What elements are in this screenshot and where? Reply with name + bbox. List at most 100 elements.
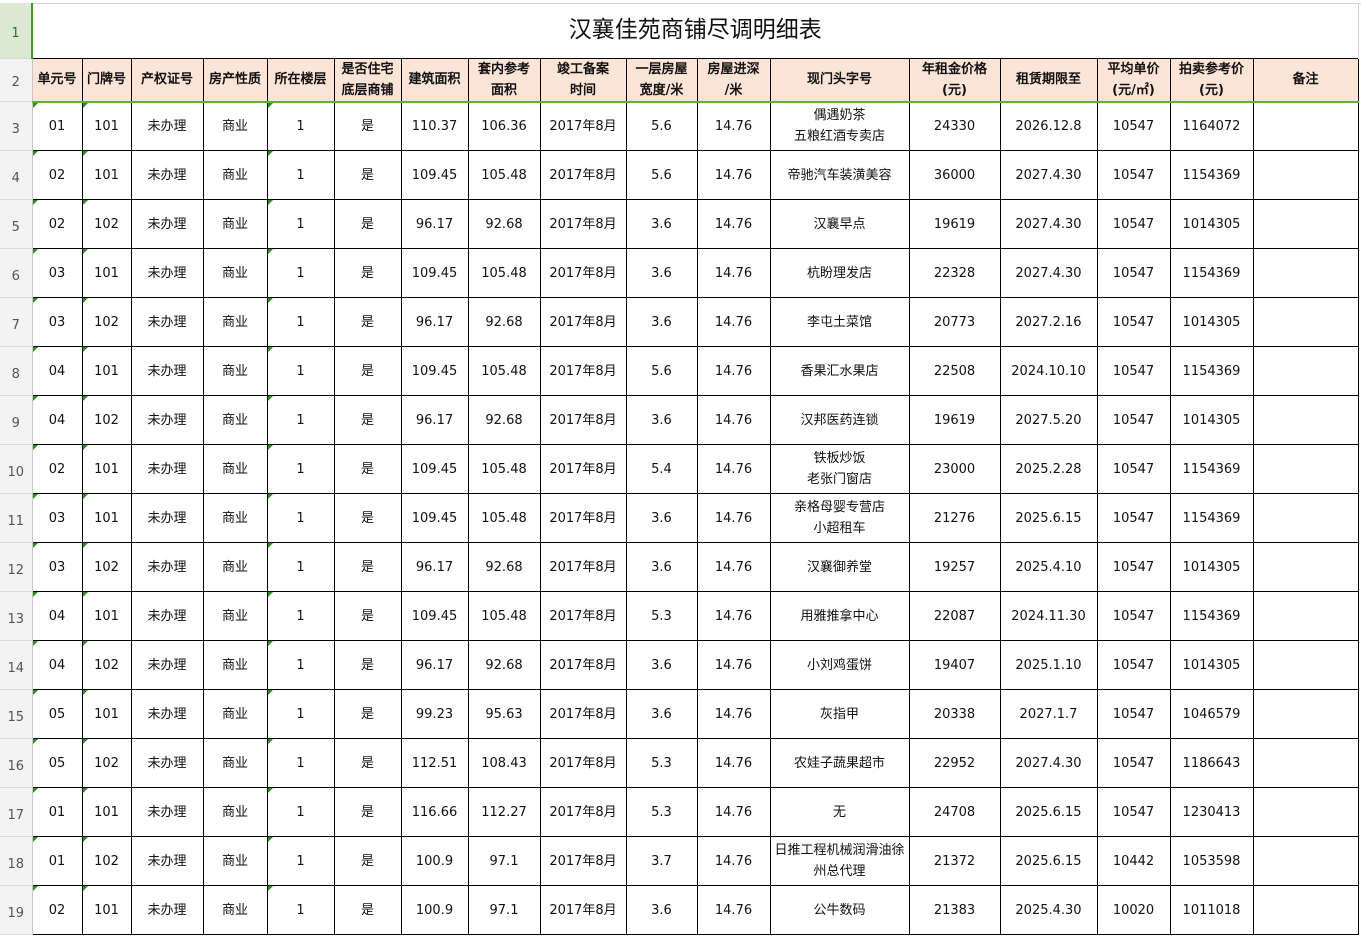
header-door[interactable]: 门牌号: [81, 57, 132, 103]
row-number[interactable]: 8: [0, 346, 33, 396]
cell-auction-price[interactable]: 1014305: [1169, 395, 1254, 445]
cell-width[interactable]: 5.3: [625, 787, 698, 837]
cell-cert[interactable]: 未办理: [130, 493, 204, 543]
cell-depth[interactable]: 14.76: [696, 101, 771, 151]
cell-annual-rent[interactable]: 22508: [908, 346, 1001, 396]
cell-annual-rent[interactable]: 23000: [908, 444, 1001, 494]
cell-width[interactable]: 3.6: [625, 885, 698, 935]
cell-completion[interactable]: 2017年8月: [539, 346, 627, 396]
cell-avg-price[interactable]: 10020: [1096, 885, 1171, 935]
cell-annual-rent[interactable]: 19257: [908, 542, 1001, 592]
cell-auction-price[interactable]: 1154369: [1169, 150, 1254, 200]
cell-remark[interactable]: [1252, 738, 1359, 788]
cell-building-area[interactable]: 109.45: [400, 493, 469, 543]
cell-unit[interactable]: 02: [31, 444, 83, 494]
cell-building-area[interactable]: 109.45: [400, 591, 469, 641]
cell-door[interactable]: 102: [81, 199, 132, 249]
cell-avg-price[interactable]: 10547: [1096, 150, 1171, 200]
cell-annual-rent[interactable]: 19619: [908, 395, 1001, 445]
cell-remark[interactable]: [1252, 248, 1359, 298]
cell-nature[interactable]: 商业: [202, 542, 268, 592]
cell-inner-area[interactable]: 108.43: [467, 738, 541, 788]
cell-completion[interactable]: 2017年8月: [539, 444, 627, 494]
cell-remark[interactable]: [1252, 101, 1359, 151]
cell-completion[interactable]: 2017年8月: [539, 199, 627, 249]
cell-completion[interactable]: 2017年8月: [539, 591, 627, 641]
cell-nature[interactable]: 商业: [202, 199, 268, 249]
cell-avg-price[interactable]: 10547: [1096, 542, 1171, 592]
cell-residential-base[interactable]: 是: [333, 836, 402, 886]
row-number[interactable]: 11: [0, 493, 33, 543]
cell-nature[interactable]: 商业: [202, 591, 268, 641]
cell-shop-name[interactable]: 公牛数码: [769, 885, 910, 935]
cell-annual-rent[interactable]: 19619: [908, 199, 1001, 249]
cell-depth[interactable]: 14.76: [696, 542, 771, 592]
cell-width[interactable]: 3.7: [625, 836, 698, 886]
cell-residential-base[interactable]: 是: [333, 640, 402, 690]
cell-lease-end[interactable]: 2027.4.30: [999, 199, 1098, 249]
cell-cert[interactable]: 未办理: [130, 836, 204, 886]
cell-shop-name[interactable]: 汉邦医药连锁: [769, 395, 910, 445]
cell-building-area[interactable]: 96.17: [400, 640, 469, 690]
cell-nature[interactable]: 商业: [202, 640, 268, 690]
cell-avg-price[interactable]: 10547: [1096, 297, 1171, 347]
cell-shop-name[interactable]: 杭盼理发店: [769, 248, 910, 298]
cell-floor[interactable]: 1: [266, 444, 335, 494]
cell-cert[interactable]: 未办理: [130, 101, 204, 151]
cell-auction-price[interactable]: 1154369: [1169, 493, 1254, 543]
row-number[interactable]: 1: [0, 3, 33, 59]
header-depth[interactable]: 房屋进深/米: [696, 57, 771, 103]
cell-lease-end[interactable]: 2025.6.15: [999, 836, 1098, 886]
cell-cert[interactable]: 未办理: [130, 542, 204, 592]
cell-door[interactable]: 101: [81, 444, 132, 494]
cell-nature[interactable]: 商业: [202, 493, 268, 543]
cell-lease-end[interactable]: 2025.6.15: [999, 493, 1098, 543]
cell-unit[interactable]: 03: [31, 542, 83, 592]
cell-door[interactable]: 101: [81, 787, 132, 837]
cell-depth[interactable]: 14.76: [696, 591, 771, 641]
cell-floor[interactable]: 1: [266, 787, 335, 837]
cell-annual-rent[interactable]: 20773: [908, 297, 1001, 347]
cell-auction-price[interactable]: 1230413: [1169, 787, 1254, 837]
row-number[interactable]: 18: [0, 836, 33, 886]
header-floor[interactable]: 所在楼层: [266, 57, 335, 103]
cell-building-area[interactable]: 116.66: [400, 787, 469, 837]
cell-width[interactable]: 5.3: [625, 738, 698, 788]
cell-lease-end[interactable]: 2027.5.20: [999, 395, 1098, 445]
cell-lease-end[interactable]: 2027.1.7: [999, 689, 1098, 739]
header-residential-base[interactable]: 是否住宅 底层商铺: [333, 57, 402, 103]
cell-residential-base[interactable]: 是: [333, 591, 402, 641]
cell-floor[interactable]: 1: [266, 836, 335, 886]
cell-remark[interactable]: [1252, 199, 1359, 249]
cell-completion[interactable]: 2017年8月: [539, 542, 627, 592]
cell-door[interactable]: 102: [81, 542, 132, 592]
cell-lease-end[interactable]: 2024.11.30: [999, 591, 1098, 641]
cell-inner-area[interactable]: 106.36: [467, 101, 541, 151]
cell-completion[interactable]: 2017年8月: [539, 738, 627, 788]
cell-floor[interactable]: 1: [266, 297, 335, 347]
header-shop-name[interactable]: 现门头字号: [769, 57, 910, 103]
cell-nature[interactable]: 商业: [202, 738, 268, 788]
cell-lease-end[interactable]: 2025.6.15: [999, 787, 1098, 837]
cell-auction-price[interactable]: 1154369: [1169, 248, 1254, 298]
cell-inner-area[interactable]: 92.68: [467, 640, 541, 690]
cell-depth[interactable]: 14.76: [696, 150, 771, 200]
cell-cert[interactable]: 未办理: [130, 689, 204, 739]
row-number[interactable]: 12: [0, 542, 33, 592]
cell-shop-name[interactable]: 铁板炒饭 老张门窗店: [769, 444, 910, 494]
cell-residential-base[interactable]: 是: [333, 885, 402, 935]
cell-floor[interactable]: 1: [266, 248, 335, 298]
cell-shop-name[interactable]: 帝驰汽车装潢美容: [769, 150, 910, 200]
cell-cert[interactable]: 未办理: [130, 150, 204, 200]
cell-unit[interactable]: 05: [31, 738, 83, 788]
cell-inner-area[interactable]: 97.1: [467, 885, 541, 935]
cell-depth[interactable]: 14.76: [696, 395, 771, 445]
cell-residential-base[interactable]: 是: [333, 297, 402, 347]
cell-annual-rent[interactable]: 21372: [908, 836, 1001, 886]
cell-shop-name[interactable]: 汉襄御养堂: [769, 542, 910, 592]
cell-unit[interactable]: 04: [31, 591, 83, 641]
cell-completion[interactable]: 2017年8月: [539, 493, 627, 543]
cell-cert[interactable]: 未办理: [130, 591, 204, 641]
cell-door[interactable]: 101: [81, 248, 132, 298]
cell-depth[interactable]: 14.76: [696, 689, 771, 739]
